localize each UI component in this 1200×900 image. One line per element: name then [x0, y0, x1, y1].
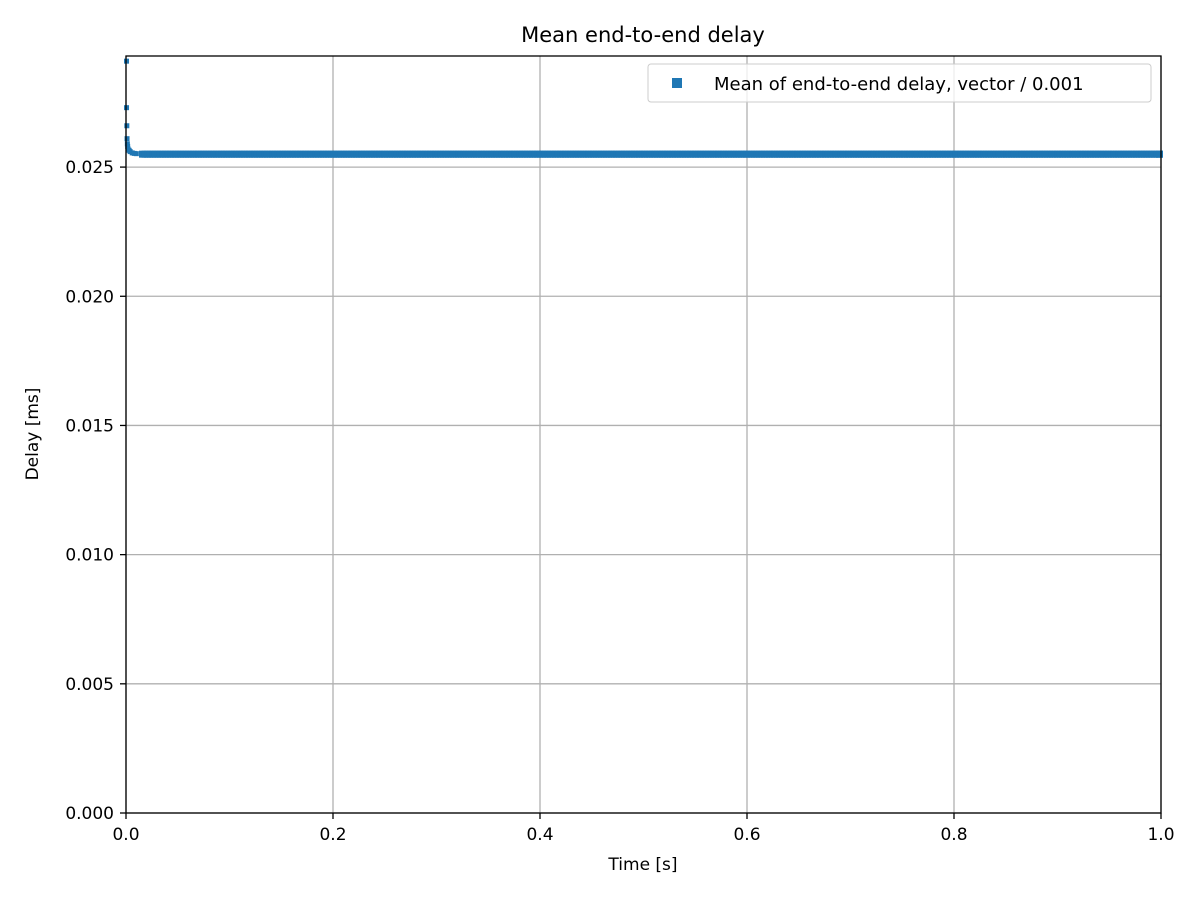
grid [125, 56, 1162, 814]
x-tick-label: 0.4 [526, 825, 553, 845]
y-tick-label: 0.010 [65, 546, 114, 566]
x-tick-label: 0.2 [319, 825, 346, 845]
data-point [133, 151, 139, 157]
legend-label: Mean of end-to-end delay, vector / 0.001 [714, 74, 1084, 95]
plot-area [126, 56, 1161, 813]
x-axis-label: Time [s] [607, 855, 677, 875]
data-point [124, 141, 130, 147]
legend-marker [672, 78, 682, 88]
y-axis-label: Delay [ms] [23, 388, 43, 481]
x-tick-label: 0.0 [112, 825, 139, 845]
x-axis-ticks: 0.0 0.2 0.4 0.6 0.8 1.0 [112, 813, 1175, 845]
x-tick-label: 1.0 [1147, 825, 1174, 845]
y-axis-ticks: 0.000 0.005 0.010 0.015 0.020 0.025 [65, 158, 126, 824]
data-point [124, 123, 130, 129]
y-tick-label: 0.025 [65, 158, 114, 178]
data-point [124, 136, 130, 142]
chart-title: Mean end-to-end delay [521, 23, 765, 47]
data-point [125, 143, 131, 149]
plot-frame [125, 55, 1162, 814]
x-tick-label: 0.8 [940, 825, 967, 845]
legend-box [647, 63, 1152, 103]
y-tick-label: 0.005 [65, 675, 114, 695]
y-tick-label: 0.015 [65, 416, 114, 436]
y-tick-label: 0.020 [65, 287, 114, 307]
data-point [1156, 150, 1163, 158]
data-series [124, 58, 1163, 158]
x-tick-label: 0.6 [733, 825, 760, 845]
legend: Mean of end-to-end delay, vector / 0.001 [647, 63, 1152, 103]
y-tick-label: 0.000 [65, 804, 114, 824]
